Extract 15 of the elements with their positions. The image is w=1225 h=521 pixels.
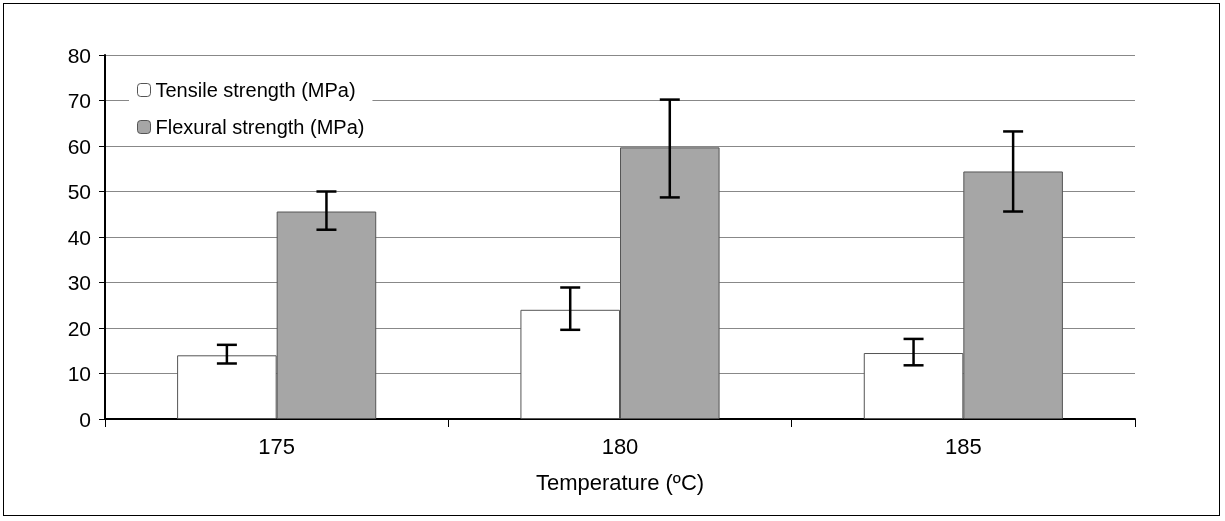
x-tick-label: 175 (258, 433, 296, 459)
y-tick-label: 40 (67, 225, 91, 249)
y-tick-label: 20 (67, 316, 91, 340)
x-tick-label: 180 (601, 433, 639, 459)
y-tick-label: 0 (79, 407, 91, 431)
y-tick-label: 60 (67, 134, 91, 158)
y-tick-label: 10 (67, 362, 91, 385)
legend-label: Tensile strength (MPa) (155, 79, 356, 101)
legend-label: Flexural strength (MPa) (155, 116, 365, 138)
y-tick-label: 50 (67, 180, 91, 203)
y-tick-label: 80 (67, 43, 91, 67)
y-tick-label: 30 (67, 271, 91, 294)
x-axis-title: Temperature (ºC) (535, 469, 705, 495)
y-tick-label: 70 (67, 89, 91, 112)
x-tick-label: 185 (944, 433, 982, 459)
